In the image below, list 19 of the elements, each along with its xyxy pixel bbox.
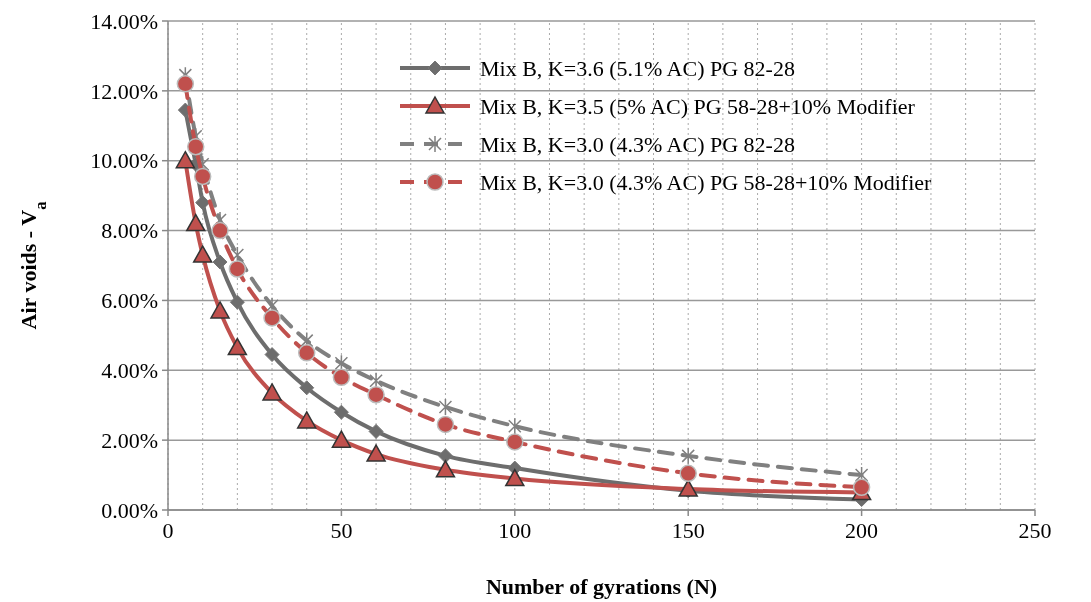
x-tick-label: 0 (162, 518, 174, 543)
y-tick-label: 0.00% (101, 497, 158, 523)
legend-label: Mix B, K=3.6 (5.1% AC) PG 82-28 (480, 55, 795, 81)
x-tick-label: 50 (330, 518, 353, 543)
legend-label: Mix B, K=3.5 (5% AC) PG 58-28+10% Modifier (480, 93, 916, 119)
x-tick-label: 100 (498, 518, 532, 543)
y-tick-label: 4.00% (101, 357, 158, 383)
y-tick-label: 10.00% (90, 148, 158, 174)
x-tick-label: 150 (671, 518, 705, 543)
legend-label: Mix B, K=3.0 (4.3% AC) PG 82-28 (480, 131, 795, 157)
x-tick-label: 200 (845, 518, 879, 543)
y-tick-label: 14.00% (90, 8, 158, 34)
y-tick-label: 6.00% (101, 288, 158, 314)
legend-label: Mix B, K=3.0 (4.3% AC) PG 58-28+10% Modifier (480, 169, 933, 195)
x-tick-label: 250 (1018, 518, 1052, 543)
y-tick-label: 2.00% (101, 427, 158, 453)
x-axis-title: Number of gyrations (N) (485, 574, 718, 599)
y-tick-label: 12.00% (90, 78, 158, 104)
y-tick-label: 8.00% (101, 218, 158, 244)
